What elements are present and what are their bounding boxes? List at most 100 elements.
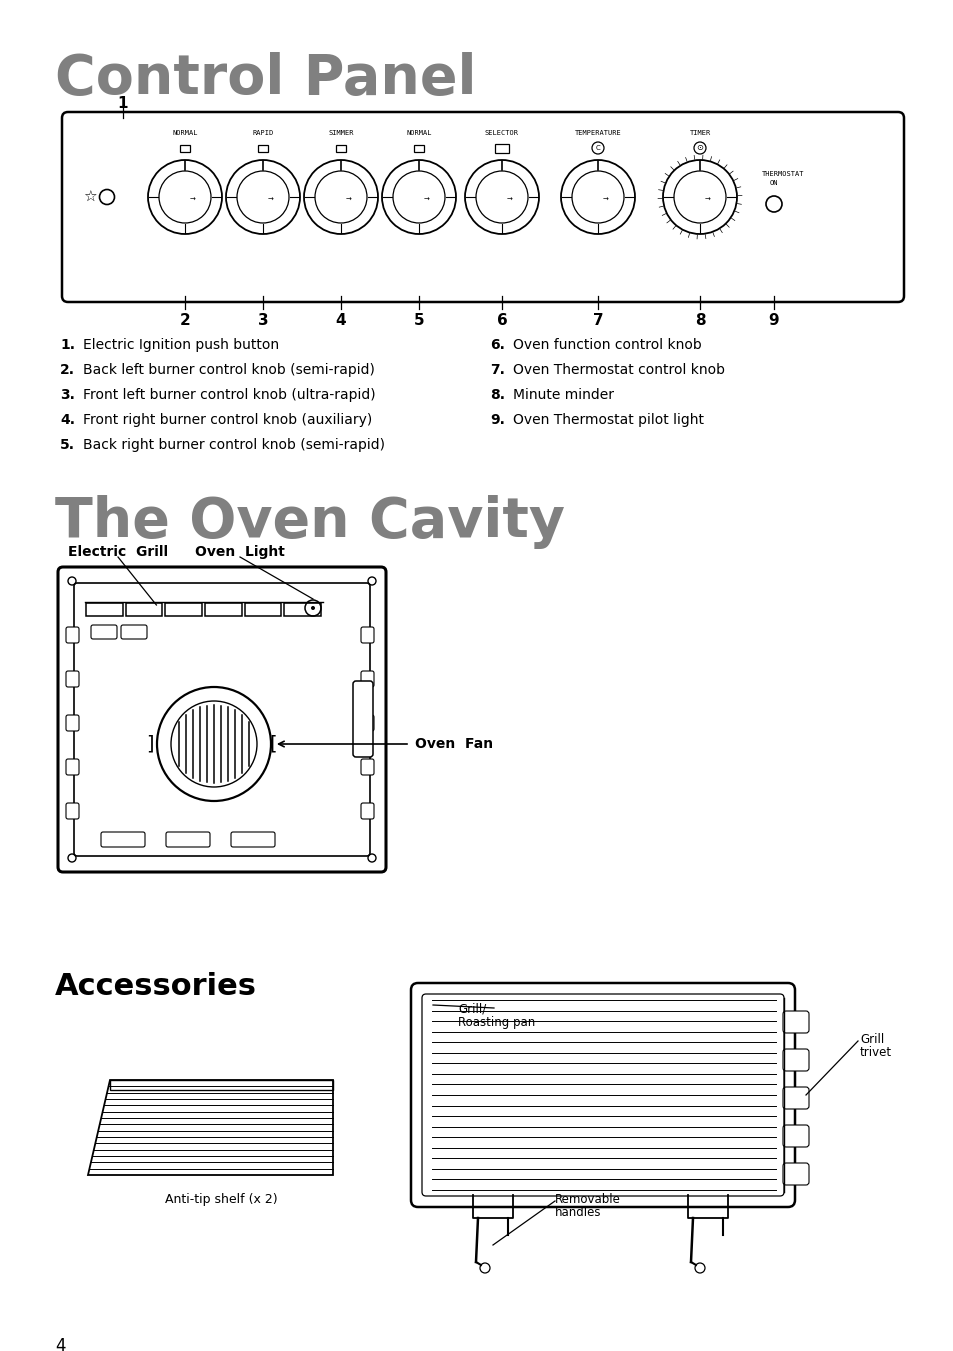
FancyBboxPatch shape: [166, 832, 210, 847]
Text: 7.: 7.: [490, 363, 504, 377]
Text: 1: 1: [117, 96, 128, 111]
FancyBboxPatch shape: [66, 715, 79, 731]
FancyBboxPatch shape: [360, 627, 374, 643]
Text: SELECTOR: SELECTOR: [484, 130, 518, 136]
Text: 6.: 6.: [490, 338, 504, 353]
Text: →: →: [507, 197, 513, 203]
Text: 7: 7: [592, 313, 602, 328]
Text: TEMPERATURE: TEMPERATURE: [574, 130, 620, 136]
FancyBboxPatch shape: [421, 994, 783, 1196]
Text: NORMAL: NORMAL: [172, 130, 197, 136]
Text: RAPID: RAPID: [253, 130, 274, 136]
Text: 2: 2: [179, 313, 191, 328]
FancyBboxPatch shape: [335, 145, 346, 151]
Text: 6: 6: [497, 313, 507, 328]
FancyBboxPatch shape: [360, 759, 374, 775]
Text: 1.: 1.: [60, 338, 75, 353]
Text: SIMMER: SIMMER: [328, 130, 354, 136]
FancyBboxPatch shape: [782, 1048, 808, 1071]
Text: 5.: 5.: [60, 438, 75, 453]
Text: Grill/: Grill/: [457, 1002, 486, 1016]
FancyBboxPatch shape: [284, 603, 320, 616]
FancyBboxPatch shape: [353, 681, 373, 757]
Text: →: →: [602, 197, 608, 203]
FancyBboxPatch shape: [66, 627, 79, 643]
FancyBboxPatch shape: [74, 584, 370, 857]
FancyBboxPatch shape: [66, 759, 79, 775]
Text: Oven  Light: Oven Light: [194, 544, 285, 559]
Text: Control Panel: Control Panel: [55, 51, 476, 105]
Text: Removable: Removable: [555, 1193, 620, 1206]
Circle shape: [311, 607, 314, 611]
FancyBboxPatch shape: [411, 984, 794, 1206]
FancyBboxPatch shape: [66, 671, 79, 688]
Text: Back right burner control knob (semi-rapid): Back right burner control knob (semi-rap…: [83, 438, 385, 453]
Text: THERMOSTAT: THERMOSTAT: [761, 172, 803, 177]
Text: Oven Thermostat control knob: Oven Thermostat control knob: [513, 363, 724, 377]
Text: →: →: [268, 197, 274, 203]
FancyBboxPatch shape: [257, 145, 268, 151]
Text: ON: ON: [769, 180, 778, 186]
Text: Grill: Grill: [859, 1034, 883, 1046]
FancyBboxPatch shape: [244, 603, 281, 616]
FancyBboxPatch shape: [58, 567, 386, 871]
Text: NORMAL: NORMAL: [406, 130, 432, 136]
Text: handles: handles: [555, 1206, 601, 1219]
Text: Roasting pan: Roasting pan: [457, 1016, 535, 1029]
Text: 3: 3: [257, 313, 268, 328]
Text: C: C: [595, 145, 599, 151]
FancyBboxPatch shape: [62, 112, 903, 303]
Text: Oven function control knob: Oven function control knob: [513, 338, 701, 353]
Text: 5: 5: [414, 313, 424, 328]
Text: 3.: 3.: [60, 388, 74, 403]
Text: trivet: trivet: [859, 1046, 891, 1059]
Text: Accessories: Accessories: [55, 971, 256, 1001]
FancyBboxPatch shape: [91, 626, 117, 639]
Text: TIMER: TIMER: [689, 130, 710, 136]
Text: Anti-tip shelf (x 2): Anti-tip shelf (x 2): [165, 1193, 277, 1206]
Text: Oven Thermostat pilot light: Oven Thermostat pilot light: [513, 413, 703, 427]
FancyBboxPatch shape: [101, 832, 145, 847]
Text: [: [: [269, 735, 276, 754]
FancyBboxPatch shape: [165, 603, 202, 616]
Text: ⊙: ⊙: [696, 143, 702, 153]
FancyBboxPatch shape: [360, 671, 374, 688]
FancyBboxPatch shape: [205, 603, 241, 616]
FancyBboxPatch shape: [180, 145, 190, 151]
Text: Minute minder: Minute minder: [513, 388, 614, 403]
Text: Back left burner control knob (semi-rapid): Back left burner control knob (semi-rapi…: [83, 363, 375, 377]
Text: Oven  Fan: Oven Fan: [415, 738, 493, 751]
Text: The Oven Cavity: The Oven Cavity: [55, 494, 564, 549]
FancyBboxPatch shape: [782, 1125, 808, 1147]
FancyBboxPatch shape: [495, 143, 509, 153]
Text: →: →: [190, 197, 195, 203]
FancyBboxPatch shape: [782, 1011, 808, 1034]
Text: ]: ]: [147, 735, 153, 754]
Text: 8.: 8.: [490, 388, 504, 403]
Text: 4: 4: [55, 1337, 66, 1351]
FancyBboxPatch shape: [66, 802, 79, 819]
Text: Front right burner control knob (auxiliary): Front right burner control knob (auxilia…: [83, 413, 372, 427]
Text: 9.: 9.: [490, 413, 504, 427]
FancyBboxPatch shape: [782, 1088, 808, 1109]
FancyBboxPatch shape: [86, 603, 123, 616]
Text: Electric  Grill: Electric Grill: [68, 544, 168, 559]
Text: 9: 9: [768, 313, 779, 328]
Text: 2.: 2.: [60, 363, 75, 377]
FancyBboxPatch shape: [782, 1163, 808, 1185]
FancyBboxPatch shape: [414, 145, 423, 151]
FancyBboxPatch shape: [231, 832, 274, 847]
Text: 4.: 4.: [60, 413, 75, 427]
Text: →: →: [424, 197, 430, 203]
FancyBboxPatch shape: [126, 603, 162, 616]
FancyBboxPatch shape: [360, 802, 374, 819]
Text: Front left burner control knob (ultra-rapid): Front left burner control knob (ultra-ra…: [83, 388, 375, 403]
Text: 4: 4: [335, 313, 346, 328]
Text: →: →: [704, 197, 710, 203]
Text: 8: 8: [694, 313, 704, 328]
Text: ☆: ☆: [83, 189, 96, 204]
Text: →: →: [346, 197, 352, 203]
Text: Electric Ignition push button: Electric Ignition push button: [83, 338, 279, 353]
FancyBboxPatch shape: [121, 626, 147, 639]
FancyBboxPatch shape: [360, 715, 374, 731]
